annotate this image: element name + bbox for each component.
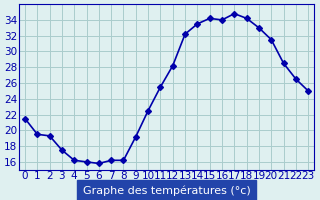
X-axis label: Graphe des températures (°c): Graphe des températures (°c): [83, 185, 251, 196]
